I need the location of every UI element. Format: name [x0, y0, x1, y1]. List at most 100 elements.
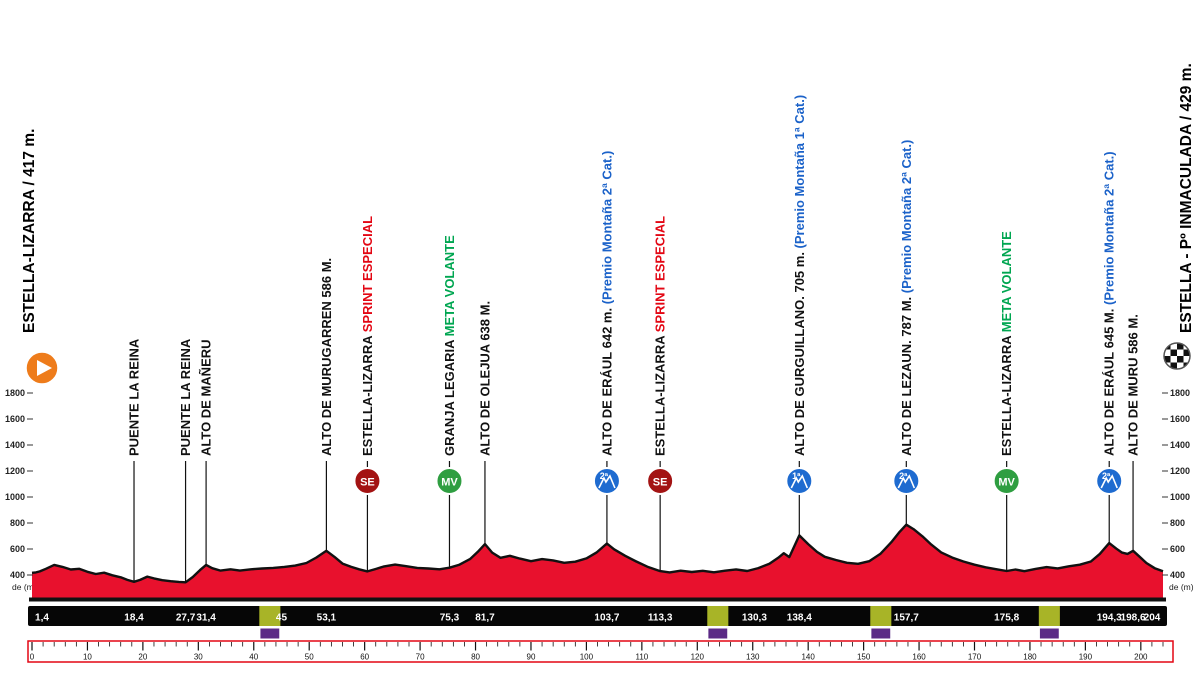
feed-zone-marker — [259, 606, 281, 626]
ruler-label: 60 — [360, 653, 369, 662]
ruler-label: 30 — [194, 653, 203, 662]
axis-tick-label-left: 600 — [10, 544, 25, 554]
baseline-axis — [29, 597, 1166, 602]
ruler-label: 150 — [857, 653, 871, 662]
waypoint-label: ALTO DE OLEJUA 638 M. — [477, 301, 492, 456]
waypoint-label: ESTELLA-LIZARRA META VOLANTE — [999, 231, 1014, 456]
km-bar-value: 53,1 — [317, 613, 337, 624]
ruler-label: 180 — [1023, 653, 1037, 662]
axis-tick-label-left: 400 — [10, 570, 25, 580]
elevation-area — [32, 524, 1163, 600]
waypoint-label: ALTO DE ERÁUL 645 M. (Premio Montaña 2ª … — [1102, 151, 1117, 456]
ruler-label: 110 — [635, 653, 648, 662]
km-bar-value: 75,3 — [440, 613, 460, 624]
sprint-badge-icon — [646, 467, 675, 495]
badge-category-label: 1ª — [792, 471, 801, 481]
km-bar-value: 31,4 — [196, 613, 216, 624]
km-bar-value: 18,4 — [124, 613, 144, 624]
waypoint-label: ALTO DE ERÁUL 642 m. (Premio Montaña 2ª … — [599, 151, 614, 456]
axis-tick-label-left: 1400 — [5, 440, 25, 450]
tunnel-marker — [708, 628, 728, 639]
km-bar-value: 130,3 — [742, 613, 767, 624]
unit-label-right: de (m) — [1169, 582, 1194, 592]
distance-ruler — [27, 640, 1174, 663]
axis-tick-label-right: 400 — [1170, 570, 1185, 580]
waypoint-label: PUENTE LA REINA — [178, 338, 193, 456]
km-bar-value: 103,7 — [594, 613, 619, 624]
badge-label: MV — [998, 477, 1015, 489]
badge-label: SE — [653, 477, 668, 489]
badge-category-label: 2ª — [600, 471, 609, 481]
ruler-label: 70 — [416, 653, 425, 662]
axis-tick-label-left: 1200 — [5, 466, 25, 476]
axis-tick-label-right: 600 — [1170, 544, 1185, 554]
ruler-label: 0 — [30, 653, 35, 662]
start-icon — [24, 350, 60, 386]
ruler-label: 80 — [471, 653, 480, 662]
ruler-label: 130 — [746, 653, 760, 662]
waypoint-label: ALTO DE GURGUILLANO. 705 m. (Premio Mont… — [792, 95, 807, 456]
ruler-label: 170 — [968, 653, 982, 662]
finish-icon — [1163, 342, 1191, 370]
elevation-outline — [31, 523, 1164, 584]
ruler-label: 140 — [801, 653, 815, 662]
axis-tick-label-right: 800 — [1170, 518, 1185, 528]
km-bar-value: 113,3 — [648, 613, 673, 624]
mountain-peaks-icon — [598, 474, 616, 489]
sprint-badge-icon — [353, 467, 382, 495]
waypoint-label: ESTELLA-LIZARRA SPRINT ESPECIAL — [653, 216, 668, 456]
km-bar-value: 198,6 — [1121, 613, 1146, 624]
finish-label: ESTELLA - Pº INMACULADA / 429 m. — [1178, 63, 1195, 333]
km-bar-value: 45 — [276, 613, 288, 624]
waypoint-label: ALTO DE MURU 586 M. — [1126, 314, 1141, 456]
axis-tick-label-left: 1600 — [5, 414, 25, 424]
ruler-label: 190 — [1079, 653, 1093, 662]
mountain-peaks-icon — [790, 474, 809, 489]
waypoint-label: PUENTE LA REINA — [127, 338, 142, 456]
meta-volante-badge-icon — [992, 467, 1021, 495]
badge-category-label: 2ª — [1102, 471, 1111, 481]
ruler-label: 160 — [912, 653, 926, 662]
km-bar-value: 1,4 — [35, 613, 49, 624]
tunnel-marker — [871, 628, 891, 639]
feed-zone-marker — [1038, 606, 1060, 626]
ruler-label: 50 — [305, 653, 314, 662]
axis-tick-label-right: 1600 — [1170, 414, 1190, 424]
play-icon — [37, 360, 52, 376]
km-bar-value: 138,4 — [787, 613, 812, 624]
axis-tick-label-left: 1000 — [5, 492, 25, 502]
axis-tick-label-left: 800 — [10, 518, 25, 528]
axis-tick-label-left: 1800 — [5, 388, 25, 398]
km-bar-value: 175,8 — [994, 613, 1019, 624]
badge-label: SE — [360, 477, 375, 489]
waypoint-label: ALTO DE LEZAUN. 787 M. (Premio Montaña 2… — [899, 140, 914, 456]
km-bar-value: 194,3 — [1097, 613, 1122, 624]
waypoint-label: ALTO DE MURUGARREN 586 M. — [319, 258, 334, 456]
axis-tick-label-right: 1200 — [1170, 466, 1190, 476]
tunnel-marker — [1039, 628, 1059, 639]
axis-tick-label-right: 1800 — [1170, 388, 1190, 398]
ruler-label: 90 — [527, 653, 536, 662]
km-bar-value: 204 — [1144, 613, 1161, 624]
meta-volante-badge-icon — [435, 467, 464, 495]
km-bar-value: 157,7 — [894, 613, 919, 624]
tunnel-marker — [260, 628, 280, 639]
unit-label-left: de (m) — [12, 582, 37, 592]
waypoint-label: ALTO DE MAÑERU — [199, 339, 214, 456]
waypoint-label: ESTELLA-LIZARRA SPRINT ESPECIAL — [360, 216, 375, 456]
ruler-label: 20 — [138, 653, 147, 662]
badge-category-label: 2ª — [899, 471, 908, 481]
ruler-label: 200 — [1134, 653, 1148, 662]
feed-zone-marker — [707, 606, 729, 626]
feed-zone-marker — [870, 606, 892, 626]
waypoint-label: GRANJA LEGARIA META VOLANTE — [442, 235, 457, 456]
mountain-peaks-icon — [897, 474, 916, 489]
axis-tick-label-right: 1000 — [1170, 492, 1190, 502]
ruler-label: 10 — [83, 653, 92, 662]
km-bar-value: 27,7 — [176, 613, 196, 624]
ruler-label: 120 — [691, 653, 705, 662]
ruler-label: 100 — [580, 653, 594, 662]
axis-tick-label-right: 1400 — [1170, 440, 1190, 450]
